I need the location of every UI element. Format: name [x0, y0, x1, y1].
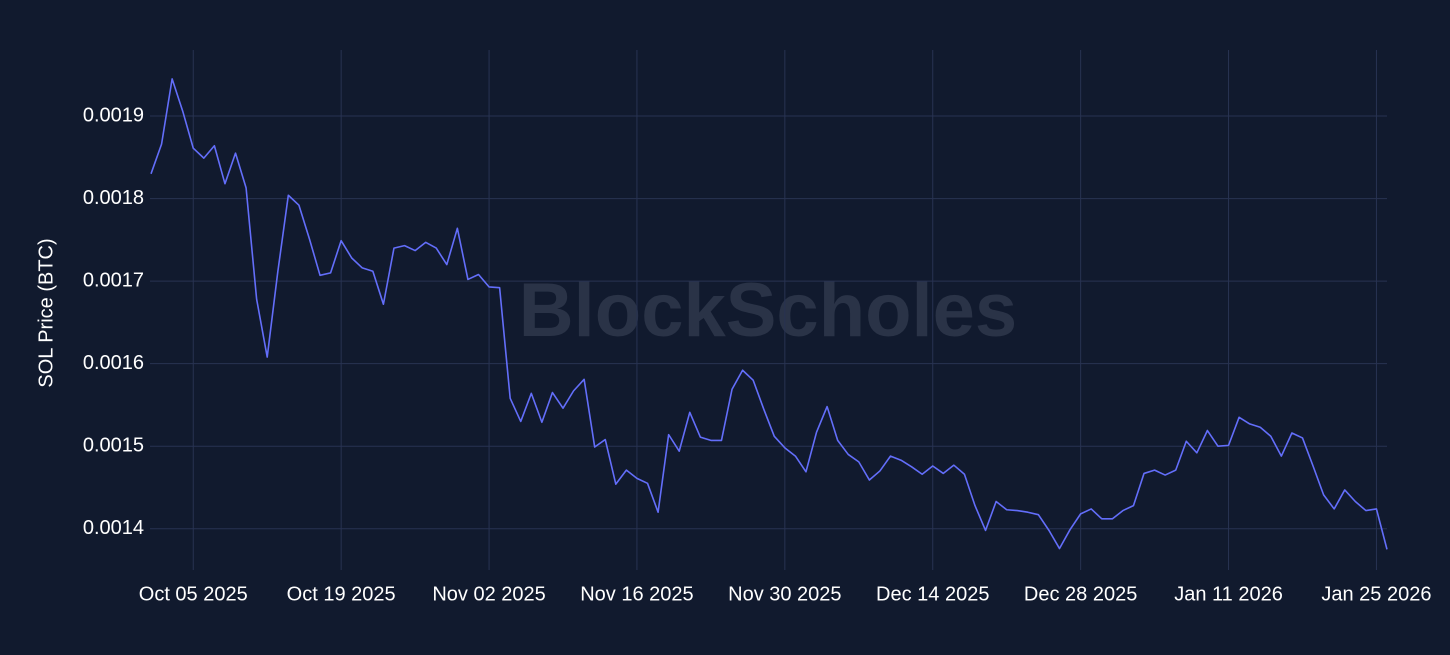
x-tick-label: Dec 28 2025	[1024, 583, 1137, 605]
x-tick-label: Jan 25 2026	[1321, 583, 1431, 605]
x-tick-label: Dec 14 2025	[876, 583, 989, 605]
x-tick-label: Nov 16 2025	[580, 583, 693, 605]
x-tick-label: Jan 11 2026	[1174, 583, 1283, 605]
y-axis-label: SOL Price (BTC)	[35, 238, 57, 387]
x-tick-label: Nov 30 2025	[728, 583, 841, 605]
x-tick-label: Nov 02 2025	[432, 583, 545, 605]
y-tick-label: 0.0015	[83, 434, 144, 456]
price-line	[150, 78, 1388, 550]
x-tick-label: Oct 05 2025	[139, 583, 248, 605]
x-tick-label: Oct 19 2025	[287, 583, 396, 605]
y-tick-label: 0.0016	[83, 352, 144, 374]
watermark: BlockScholes	[519, 268, 1017, 353]
y-tick-label: 0.0017	[83, 269, 144, 291]
y-tick-label: 0.0019	[83, 104, 144, 126]
y-tick-label: 0.0018	[83, 187, 144, 209]
y-tick-label: 0.0014	[83, 517, 144, 539]
